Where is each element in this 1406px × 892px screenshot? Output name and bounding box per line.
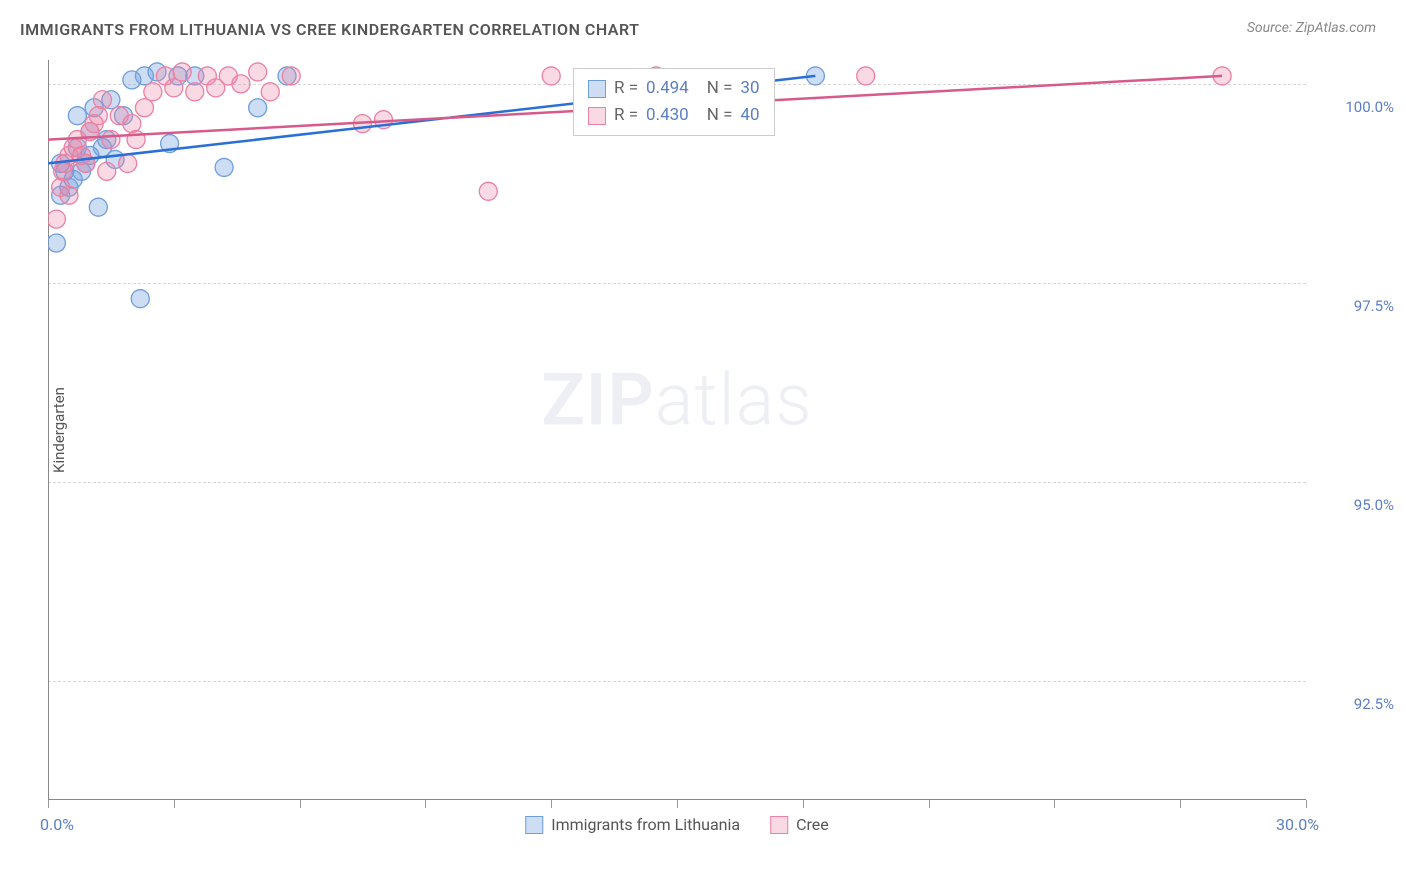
x-tick-label: 30.0% <box>1276 815 1319 834</box>
legend-swatch-icon <box>525 816 543 834</box>
legend-n-value: 40 <box>740 102 759 129</box>
y-tick-label: 95.0% <box>1314 496 1394 514</box>
legend-n-value: 30 <box>740 75 759 102</box>
series-legend-label: Cree <box>796 815 829 834</box>
legend-swatch-icon <box>588 107 606 125</box>
legend-n-label: N = <box>707 75 733 102</box>
y-tick-label: 92.5% <box>1314 695 1394 713</box>
legend-r-value: 0.494 <box>646 75 689 102</box>
trend-lines <box>48 60 1306 800</box>
series-legend-item: Cree <box>770 815 829 834</box>
legend-r-label: R = <box>614 75 638 102</box>
legend-r-label: R = <box>614 102 638 129</box>
x-tick <box>551 800 552 808</box>
x-tick <box>803 800 804 808</box>
legend-r-value: 0.430 <box>646 102 689 129</box>
legend-row: R = 0.494 N = 30 <box>588 75 760 102</box>
y-tick-label: 100.0% <box>1314 98 1394 116</box>
x-tick <box>425 800 426 808</box>
x-tick <box>174 800 175 808</box>
x-tick <box>929 800 930 808</box>
source-attribution: Source: ZipAtlas.com <box>1247 20 1376 36</box>
x-tick-label: 0.0% <box>40 815 74 834</box>
legend-swatch-icon <box>588 80 606 98</box>
chart-area: ZIPatlas 92.5%95.0%97.5%100.0% 0.0%30.0%… <box>48 60 1306 800</box>
x-tick <box>1180 800 1181 808</box>
x-tick <box>48 800 49 808</box>
legend-n-label: N = <box>707 102 733 129</box>
correlation-legend: R = 0.494 N = 30 R = 0.430 N = 40 <box>573 68 775 136</box>
legend-swatch-icon <box>770 816 788 834</box>
x-tick <box>677 800 678 808</box>
series-legend-label: Immigrants from Lithuania <box>551 815 740 834</box>
series-legend: Immigrants from Lithuania Cree <box>525 815 829 834</box>
chart-title: IMMIGRANTS FROM LITHUANIA VS CREE KINDER… <box>20 20 639 39</box>
chart-header: IMMIGRANTS FROM LITHUANIA VS CREE KINDER… <box>0 0 1406 39</box>
x-tick <box>1054 800 1055 808</box>
x-tick <box>300 800 301 808</box>
series-legend-item: Immigrants from Lithuania <box>525 815 740 834</box>
legend-row: R = 0.430 N = 40 <box>588 102 760 129</box>
y-tick-label: 97.5% <box>1314 297 1394 315</box>
x-tick <box>1306 800 1307 808</box>
